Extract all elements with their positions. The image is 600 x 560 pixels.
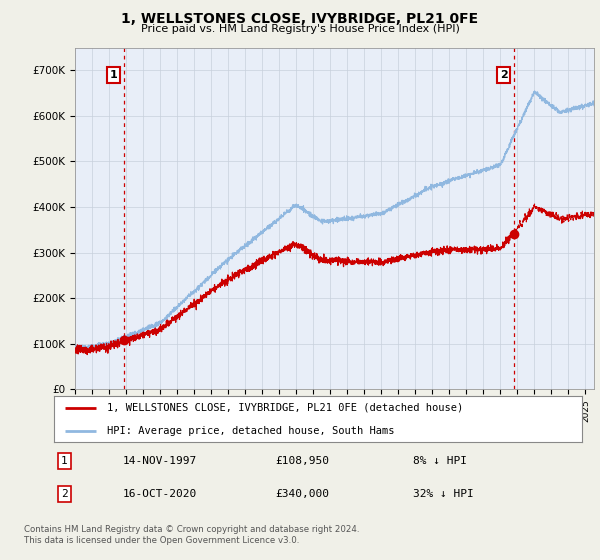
Text: 1: 1 xyxy=(110,70,118,80)
Text: £340,000: £340,000 xyxy=(276,489,330,499)
Text: 14-NOV-1997: 14-NOV-1997 xyxy=(122,456,197,466)
Text: 1, WELLSTONES CLOSE, IVYBRIDGE, PL21 0FE: 1, WELLSTONES CLOSE, IVYBRIDGE, PL21 0FE xyxy=(121,12,479,26)
Text: Contains HM Land Registry data © Crown copyright and database right 2024.
This d: Contains HM Land Registry data © Crown c… xyxy=(24,525,359,545)
Text: Price paid vs. HM Land Registry's House Price Index (HPI): Price paid vs. HM Land Registry's House … xyxy=(140,24,460,34)
Text: 2: 2 xyxy=(61,489,68,499)
Text: 2: 2 xyxy=(500,70,508,80)
Text: 1: 1 xyxy=(61,456,68,466)
Text: 32% ↓ HPI: 32% ↓ HPI xyxy=(413,489,474,499)
Text: HPI: Average price, detached house, South Hams: HPI: Average price, detached house, Sout… xyxy=(107,426,394,436)
Text: 16-OCT-2020: 16-OCT-2020 xyxy=(122,489,197,499)
Text: 8% ↓ HPI: 8% ↓ HPI xyxy=(413,456,467,466)
Text: £108,950: £108,950 xyxy=(276,456,330,466)
Text: 1, WELLSTONES CLOSE, IVYBRIDGE, PL21 0FE (detached house): 1, WELLSTONES CLOSE, IVYBRIDGE, PL21 0FE… xyxy=(107,403,463,413)
